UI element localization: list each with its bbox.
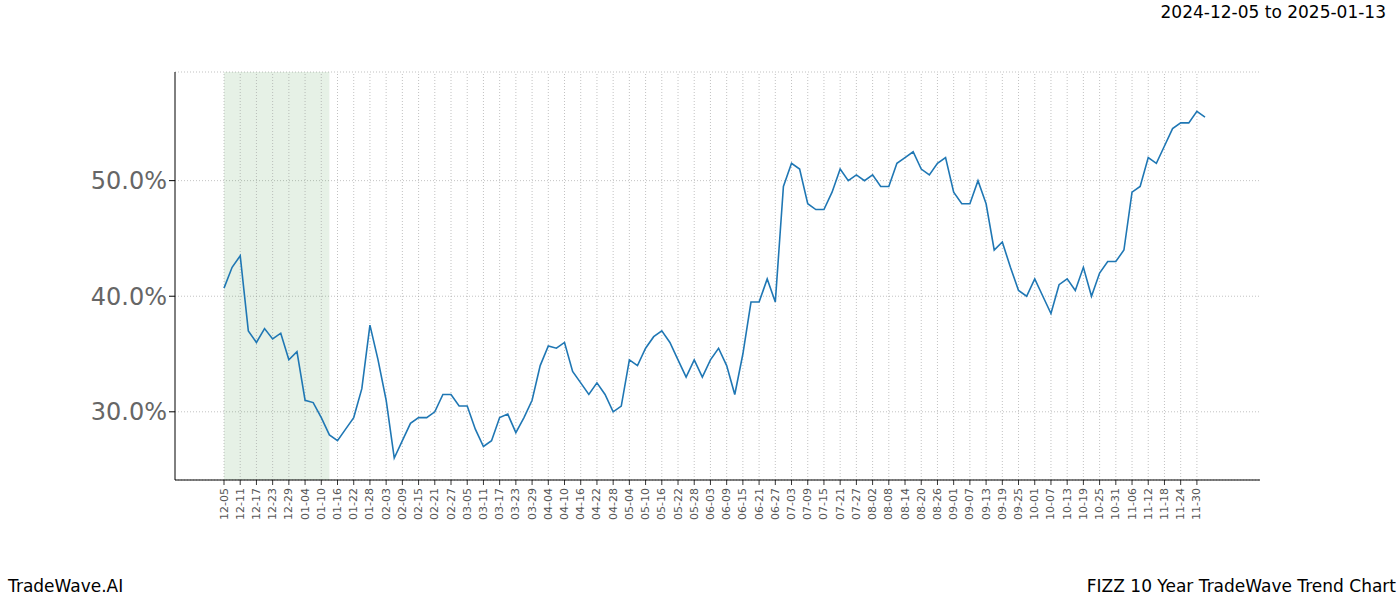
html-text:FIZZ 10 Year TradeWave Trend C: FIZZ 10 Year TradeWave Trend Chart xyxy=(1086,576,1396,596)
svg-text:04-28: 04-28 xyxy=(607,488,620,520)
svg-text:12-23: 12-23 xyxy=(266,488,279,520)
svg-text:08-14: 08-14 xyxy=(899,488,912,520)
svg-text:11-30: 11-30 xyxy=(1190,488,1203,520)
svg-text:01-22: 01-22 xyxy=(347,488,360,520)
svg-text:01-04: 01-04 xyxy=(299,488,312,520)
svg-text:03-29: 03-29 xyxy=(526,488,539,520)
svg-text:01-28: 01-28 xyxy=(363,488,376,520)
svg-text:12-05: 12-05 xyxy=(218,488,231,520)
svg-text:04-22: 04-22 xyxy=(590,488,603,520)
svg-text:40.0%: 40.0% xyxy=(91,283,167,311)
svg-text:09-13: 09-13 xyxy=(980,488,993,520)
svg-text:04-10: 04-10 xyxy=(558,488,571,520)
svg-text:05-10: 05-10 xyxy=(639,488,652,520)
html-text:2024-12-05 to 2025-01-13: 2024-12-05 to 2025-01-13 xyxy=(1160,2,1386,22)
svg-text:07-03: 07-03 xyxy=(785,488,798,520)
svg-text:08-20: 08-20 xyxy=(915,488,928,520)
svg-text:11-06: 11-06 xyxy=(1126,488,1139,520)
svg-text:09-25: 09-25 xyxy=(1012,488,1025,520)
svg-text:06-09: 06-09 xyxy=(720,488,733,520)
svg-text:12-17: 12-17 xyxy=(250,488,263,520)
svg-text:06-21: 06-21 xyxy=(753,488,766,520)
svg-text:03-23: 03-23 xyxy=(509,488,522,520)
svg-text:10-01: 10-01 xyxy=(1028,488,1041,520)
svg-text:05-22: 05-22 xyxy=(672,488,685,520)
svg-text:04-04: 04-04 xyxy=(542,488,555,520)
svg-text:10-25: 10-25 xyxy=(1093,488,1106,520)
svg-text:03-05: 03-05 xyxy=(461,488,474,520)
svg-text:06-27: 06-27 xyxy=(769,488,782,520)
svg-text:11-12: 11-12 xyxy=(1142,488,1155,520)
svg-text:11-24: 11-24 xyxy=(1174,488,1187,520)
svg-text:02-03: 02-03 xyxy=(380,488,393,520)
svg-text:01-16: 01-16 xyxy=(331,488,344,520)
svg-text:04-16: 04-16 xyxy=(574,488,587,520)
svg-text:08-02: 08-02 xyxy=(866,488,879,520)
svg-text:06-03: 06-03 xyxy=(704,488,717,520)
svg-text:09-07: 09-07 xyxy=(963,488,976,520)
svg-text:08-26: 08-26 xyxy=(931,488,944,520)
svg-text:10-19: 10-19 xyxy=(1077,488,1090,520)
svg-text:11-18: 11-18 xyxy=(1158,488,1171,520)
svg-text:02-27: 02-27 xyxy=(445,488,458,520)
svg-text:30.0%: 30.0% xyxy=(91,398,167,426)
svg-text:07-27: 07-27 xyxy=(850,488,863,520)
svg-text:12-29: 12-29 xyxy=(282,488,295,520)
svg-text:09-19: 09-19 xyxy=(996,488,1009,520)
svg-text:03-11: 03-11 xyxy=(477,488,490,520)
svg-text:10-07: 10-07 xyxy=(1044,488,1057,520)
svg-text:10-31: 10-31 xyxy=(1109,488,1122,520)
svg-text:08-08: 08-08 xyxy=(882,488,895,520)
svg-text:06-15: 06-15 xyxy=(736,488,749,520)
svg-text:10-13: 10-13 xyxy=(1061,488,1074,520)
html-text:TradeWave.AI: TradeWave.AI xyxy=(8,576,124,596)
svg-text:03-17: 03-17 xyxy=(493,488,506,520)
svg-text:02-15: 02-15 xyxy=(412,488,425,520)
svg-text:05-16: 05-16 xyxy=(655,488,668,520)
svg-text:07-21: 07-21 xyxy=(834,488,847,520)
svg-text:12-11: 12-11 xyxy=(234,488,247,520)
svg-text:07-09: 07-09 xyxy=(801,488,814,520)
svg-text:09-01: 09-01 xyxy=(947,488,960,520)
svg-text:02-09: 02-09 xyxy=(396,488,409,520)
svg-text:50.0%: 50.0% xyxy=(91,167,167,195)
svg-text:02-21: 02-21 xyxy=(428,488,441,520)
svg-text:05-04: 05-04 xyxy=(623,488,636,520)
svg-text:01-10: 01-10 xyxy=(315,488,328,520)
svg-text:07-15: 07-15 xyxy=(817,488,830,520)
svg-text:05-28: 05-28 xyxy=(688,488,701,520)
